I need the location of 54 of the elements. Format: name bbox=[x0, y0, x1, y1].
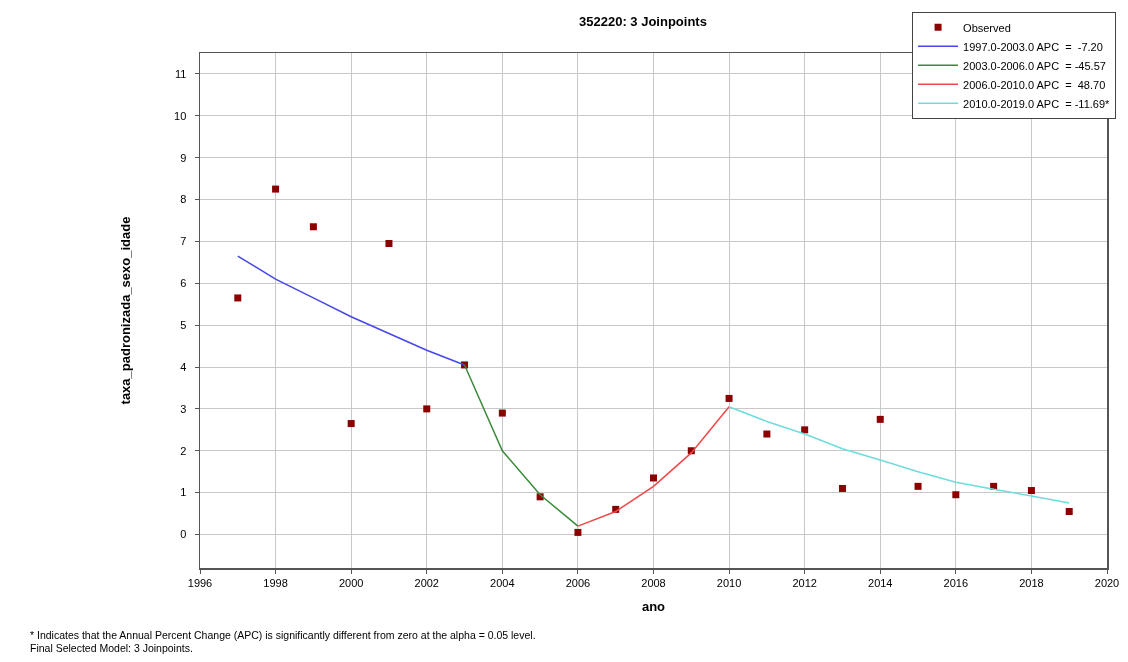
x-tick-label: 2000 bbox=[338, 576, 364, 589]
y-tick-label: 0 bbox=[180, 528, 187, 541]
y-tick-label: 10 bbox=[174, 109, 187, 122]
legend-label: 2010.0-2019.0 APC = -11.69* bbox=[963, 97, 1111, 110]
y-tick-label: 7 bbox=[180, 235, 187, 248]
x-tick-label: 1996 bbox=[187, 576, 213, 589]
point bbox=[272, 185, 280, 193]
point bbox=[234, 294, 242, 302]
point bbox=[347, 420, 355, 428]
point bbox=[876, 415, 884, 423]
y-tick-label: 5 bbox=[180, 319, 187, 331]
line-series bbox=[728, 406, 1070, 504]
point bbox=[423, 405, 431, 413]
x-axis-title: ano bbox=[641, 599, 666, 615]
x-tick-label: 1998 bbox=[263, 576, 288, 589]
point bbox=[1065, 507, 1073, 515]
x-tick-label: 2020 bbox=[1094, 576, 1120, 589]
y-tick-label: 1 bbox=[180, 486, 187, 499]
point bbox=[309, 223, 317, 231]
x-tick-label: 2004 bbox=[490, 576, 515, 589]
point bbox=[1027, 487, 1035, 495]
chart-title: 352220: 3 Joinpoints bbox=[579, 13, 707, 29]
point bbox=[838, 484, 846, 492]
x-tick-label: 2008 bbox=[641, 576, 666, 589]
x-tick-label: 2002 bbox=[414, 576, 439, 589]
point bbox=[952, 491, 960, 499]
y-tick-label: 6 bbox=[180, 277, 187, 290]
x-tick-label: 2016 bbox=[943, 576, 969, 589]
legend-label: Observed bbox=[963, 21, 1011, 34]
text: * Indicates that the Annual Percent Change (APC) is significantly different from zero at the alpha = 0.05 level. bbox=[30, 629, 536, 641]
legend-label: 2006.0-2010.0 APC = 48.70 bbox=[963, 78, 1106, 91]
x-tick-label: 2018 bbox=[1019, 576, 1044, 589]
y-tick-label: 3 bbox=[180, 402, 187, 415]
x-tick-label: 2010 bbox=[716, 576, 742, 589]
x-tick-label: 2014 bbox=[868, 576, 893, 589]
point bbox=[801, 426, 809, 434]
point bbox=[650, 474, 657, 482]
point bbox=[763, 430, 771, 438]
y-axis-title: taxa_padronizada_sexo_idade bbox=[118, 216, 134, 405]
y-tick-label: 8 bbox=[180, 193, 187, 206]
x-tick-label: 2006 bbox=[565, 576, 591, 589]
legend-label: 1997.0-2003.0 APC = -7.20 bbox=[963, 40, 1103, 53]
y-tick-label: 4 bbox=[180, 360, 187, 373]
y-tick-label: 9 bbox=[180, 151, 187, 164]
x-tick-label: 2012 bbox=[792, 576, 817, 589]
point bbox=[725, 394, 733, 402]
y-tick-label: 2 bbox=[180, 444, 187, 457]
point bbox=[385, 240, 393, 248]
legend-label: 2003.0-2006.0 APC = -45.57 bbox=[963, 59, 1106, 72]
point bbox=[498, 409, 506, 417]
point bbox=[914, 482, 922, 490]
y-tick-label: 11 bbox=[174, 67, 187, 80]
point bbox=[574, 528, 582, 536]
text: Final Selected Model: 3 Joinpoints. bbox=[30, 642, 193, 654]
